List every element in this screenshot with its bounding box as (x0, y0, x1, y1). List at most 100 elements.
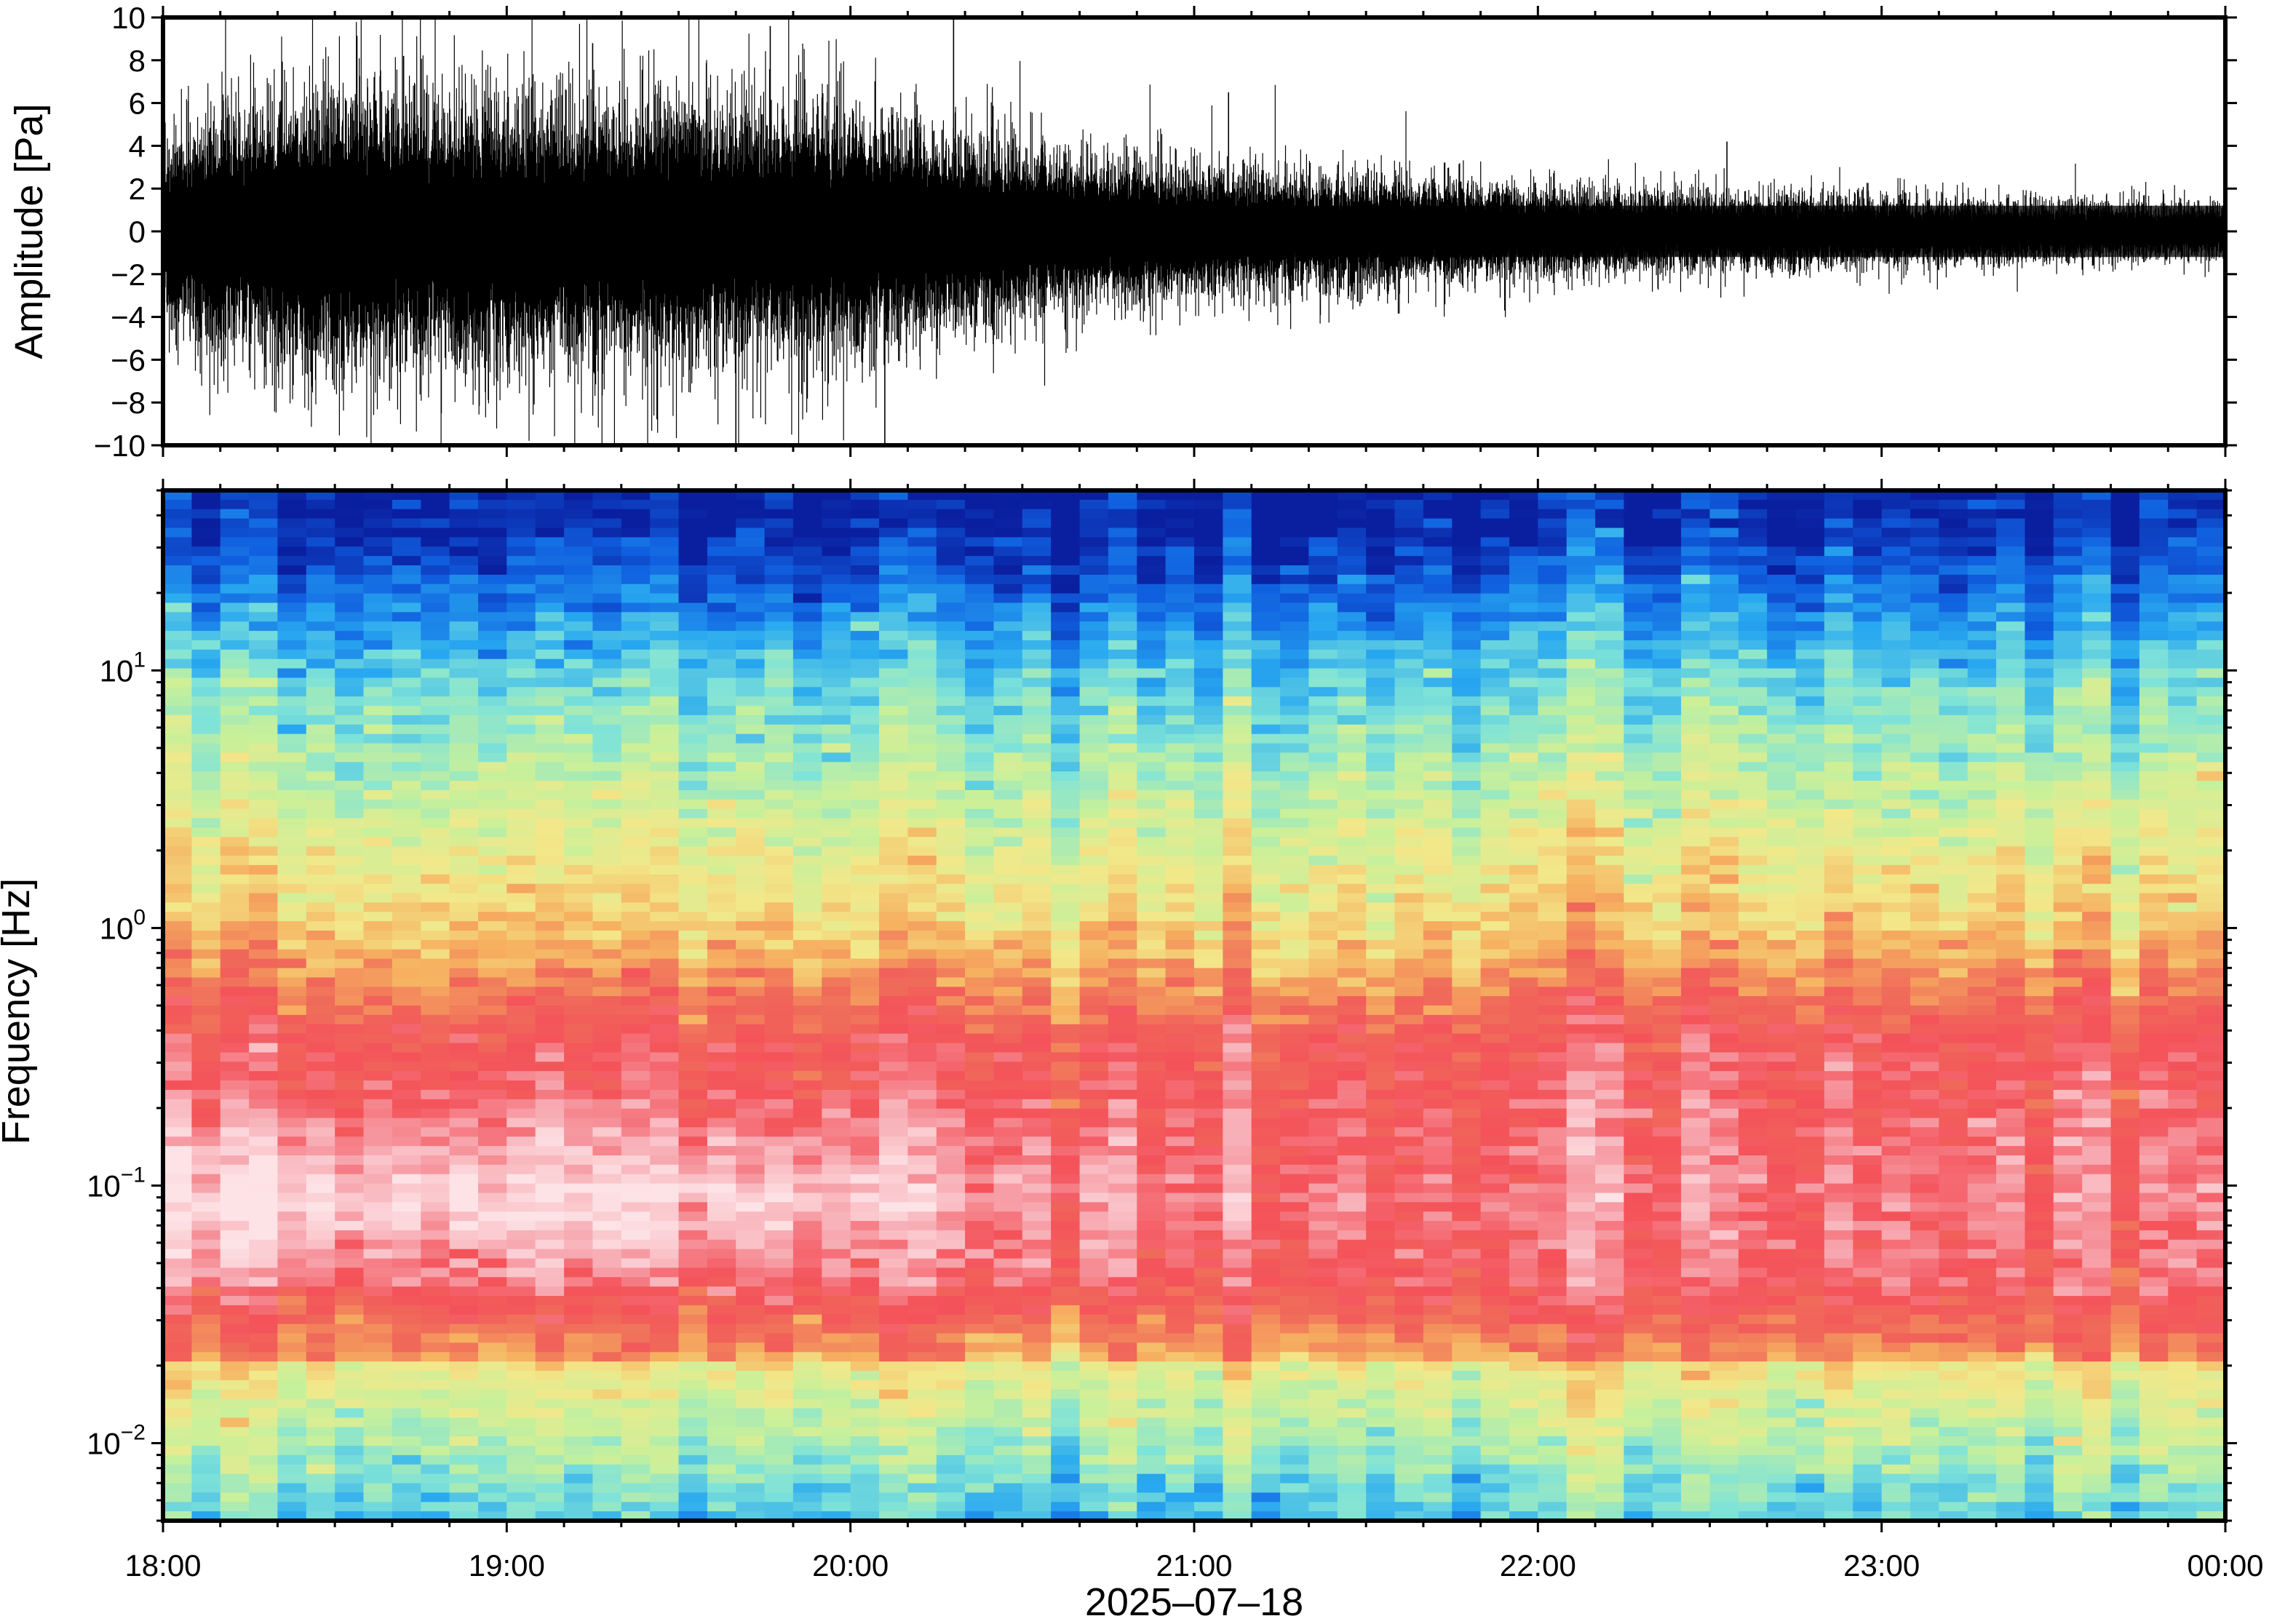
spectrogram-cell (965, 1062, 995, 1072)
spectrogram-cell (1337, 499, 1367, 510)
spectrogram-cell (907, 677, 937, 688)
spectrogram-cell (1108, 706, 1137, 716)
spectrogram-cell (1051, 1464, 1081, 1475)
spectrogram-cell (736, 1014, 766, 1025)
spectrogram-cell (1194, 789, 1223, 800)
spectrogram-cell (1280, 1043, 1310, 1053)
spectrogram-cell (1137, 499, 1167, 510)
spectrogram-cell (936, 846, 966, 856)
spectrogram-cell (736, 996, 766, 1006)
spectrogram-cell (707, 1089, 736, 1100)
spectrogram-cell (678, 602, 708, 613)
spectrogram-cell (363, 1417, 393, 1428)
spectrogram-cell (736, 706, 766, 716)
spectrogram-cell (191, 781, 221, 791)
spectrogram-cell (879, 668, 908, 679)
spectrogram-cell (621, 602, 651, 613)
spectrogram-cell (707, 818, 736, 828)
spectrogram-cell (506, 602, 536, 613)
spectrogram-cell (1108, 612, 1137, 622)
spectrogram-cell (335, 649, 365, 660)
spectrogram-cell (592, 556, 622, 566)
spectrogram-cell (907, 668, 937, 679)
spectrogram-cell (306, 968, 335, 978)
spectrogram-cell (1022, 1118, 1052, 1128)
spectrogram-cell (392, 1286, 421, 1297)
spectrogram-cell (965, 1398, 995, 1409)
spectrogram-cell (277, 939, 307, 950)
spectrogram-cell (478, 818, 507, 828)
spectrogram-cell (220, 1511, 250, 1521)
spectrogram-cell (907, 874, 937, 885)
spectrogram-cell (736, 1417, 766, 1428)
spectrogram-cell (678, 1014, 708, 1025)
spectrogram-cell (1137, 1389, 1167, 1400)
spectrogram-cell (850, 537, 880, 547)
spectrogram-cell (535, 1080, 565, 1091)
spectrogram-cell (1251, 602, 1281, 613)
spectrogram-cell (1165, 1361, 1195, 1372)
spectrogram-cell (191, 1202, 221, 1212)
spectrogram-cell (965, 1342, 995, 1353)
spectrogram-cell (564, 1062, 594, 1072)
spectrogram-cell (736, 1398, 766, 1409)
spectrogram-cell (736, 1230, 766, 1241)
spectrogram-cell (478, 706, 507, 716)
spectrogram-cell (1165, 518, 1195, 529)
spectrogram-cell (1022, 1286, 1052, 1297)
spectrogram-cell (1337, 1006, 1367, 1016)
spectrogram-cell (506, 1183, 536, 1194)
spectrogram-cell (993, 1221, 1023, 1231)
spectrogram-cell (535, 1230, 565, 1241)
spectrogram-cell (1137, 762, 1167, 772)
spectrogram-cell (249, 827, 279, 837)
spectrogram-cell (965, 649, 995, 660)
spectrogram-cell (621, 1492, 651, 1502)
spectrogram-cell (1308, 1483, 1338, 1493)
spectrogram-cell (1194, 958, 1223, 969)
spectrogram-cell (392, 902, 421, 912)
spectrogram-cell (1223, 837, 1252, 847)
spectrogram-cell (421, 556, 450, 566)
spectrogram-cell (363, 1492, 393, 1502)
spectrogram-cell (822, 949, 851, 960)
spectrogram-cell (1079, 1183, 1109, 1194)
spectrogram-cell (392, 696, 421, 706)
spectrogram-cell (764, 706, 794, 716)
spectrogram-cell (506, 584, 536, 594)
spectrogram-cell (592, 1352, 622, 1362)
spectrogram-cell (1051, 1483, 1081, 1493)
spectrogram-cell (449, 1024, 479, 1035)
spectrogram-cell (707, 856, 736, 866)
spectrogram-cell (764, 1398, 794, 1409)
spectrogram-cell (1194, 528, 1223, 538)
spectrogram-cell (1337, 509, 1367, 520)
spectrogram-cell (1165, 1277, 1195, 1287)
spectrogram-cell (764, 1454, 794, 1465)
spectrogram-cell (678, 1464, 708, 1475)
spectrogram-cell (249, 593, 279, 604)
spectrogram-cell (249, 621, 279, 632)
spectrogram-cell (850, 939, 880, 950)
spectrogram-cell (191, 1427, 221, 1437)
spectrogram-cell (907, 808, 937, 819)
spectrogram-cell (1137, 556, 1167, 566)
spectrogram-cell (936, 977, 966, 987)
spectrogram-cell (678, 612, 708, 622)
spectrogram-cell (1366, 1089, 1396, 1100)
spectrogram-cell (1223, 1333, 1252, 1343)
spectrogram-cell (707, 1006, 736, 1016)
spectrogram-cell (1394, 706, 1424, 716)
spectrogram-cell (1051, 612, 1081, 622)
spectrogram-cell (1280, 1137, 1310, 1147)
spectrogram-cell (535, 921, 565, 931)
spectrogram-cell (1079, 1361, 1109, 1372)
spectrogram-cell (1137, 528, 1167, 538)
spectrogram-cell (1137, 1483, 1167, 1493)
spectrogram-cell (363, 528, 393, 538)
spectrogram-cell (363, 752, 393, 763)
spectrogram-cell (850, 799, 880, 810)
spectrogram-cell (363, 490, 393, 501)
spectrogram-cell (678, 1511, 708, 1521)
spectrogram-cell (249, 1398, 279, 1409)
